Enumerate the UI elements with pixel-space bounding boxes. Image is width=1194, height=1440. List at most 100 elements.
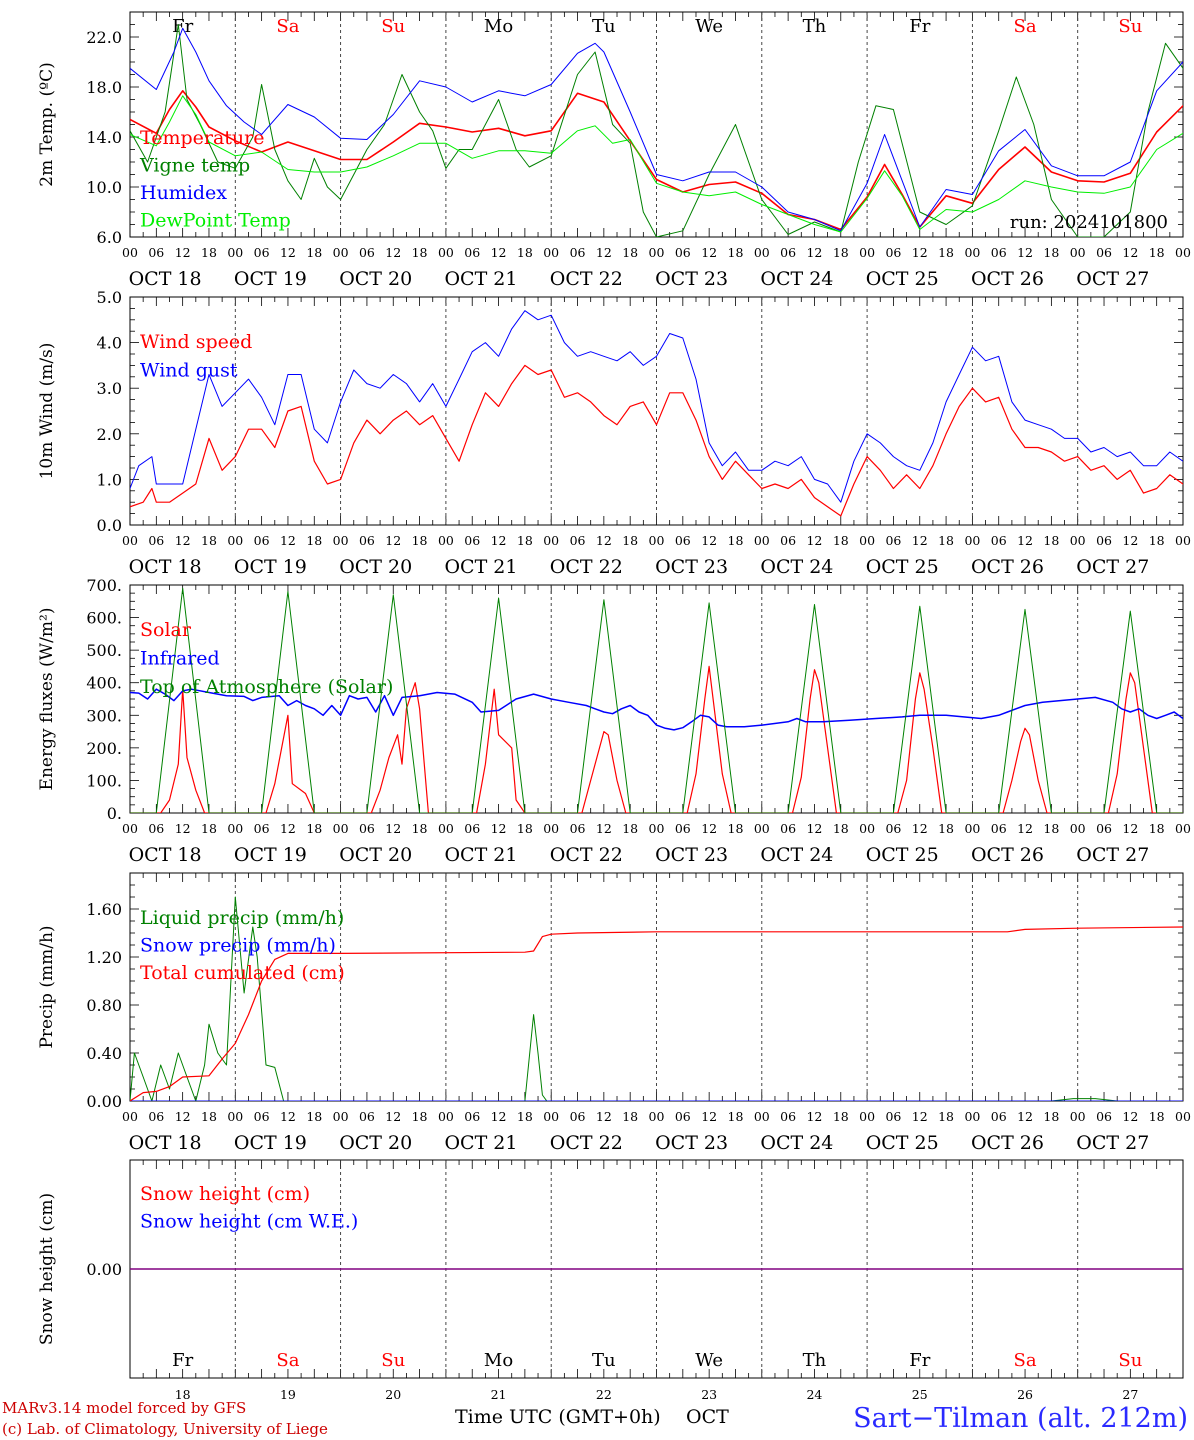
hour-label: 12 [912,533,928,548]
series-temperature [130,90,1183,231]
hour-label: 12 [1017,1109,1033,1124]
legend-entry: Vigne temp [139,155,250,177]
day-name-label: Th [803,16,827,37]
day-name-label: Tu [592,1350,616,1371]
hour-label: 00 [859,821,875,836]
hour-label: 06 [885,245,901,260]
lab-credit: (c) Lab. of Climatology, University of L… [2,1420,328,1438]
hour-label: 18 [1043,245,1059,260]
date-label: OCT 25 [866,844,939,866]
hour-label: 06 [254,1109,270,1124]
date-label: OCT 19 [234,844,307,866]
date-label: OCT 26 [971,844,1044,866]
hour-label: 06 [675,245,691,260]
hour-label: 00 [543,245,559,260]
hour-label: 18 [728,821,744,836]
hour-label: 00 [227,1109,243,1124]
hour-label: 18 [306,245,322,260]
hour-label: 06 [885,533,901,548]
date-label: OCT 23 [655,844,728,866]
hour-label: 18 [1149,533,1165,548]
hour-label: 06 [991,245,1007,260]
hour-label: 18 [728,1109,744,1124]
date-label: OCT 27 [1076,844,1149,866]
hour-label: 00 [649,821,665,836]
hour-label: 06 [675,1109,691,1124]
hour-label: 06 [675,533,691,548]
hour-label: 00 [227,245,243,260]
hour-label: 12 [385,1109,401,1124]
legend-entry: Solar [140,619,192,641]
y-tick-label: 0. [107,804,122,823]
hour-label: 18 [1149,821,1165,836]
hour-label: 00 [964,821,980,836]
hour-label: 00 [1175,1109,1191,1124]
date-label: OCT 20 [339,844,412,866]
hour-label: 18 [201,533,217,548]
legend-entry: DewPoint Temp [140,210,291,232]
day-name-label: Sa [276,16,299,37]
y-tick-label: 0.00 [86,1260,122,1279]
hour-label: 18 [833,1109,849,1124]
hour-label: 06 [780,245,796,260]
hour-label: 18 [833,533,849,548]
series-infrared [130,688,1183,731]
hour-label: 18 [201,821,217,836]
y-axis-label: Precip (mm/h) [37,925,57,1048]
hour-label: 00 [543,1109,559,1124]
legend-entry: Wind speed [140,331,252,353]
hour-label: 18 [833,821,849,836]
y-tick-label: 0.0 [97,516,122,535]
hour-label: 18 [517,533,533,548]
hour-label: 12 [1122,533,1138,548]
hour-label: 06 [464,1109,480,1124]
day-name-label: Su [1118,16,1142,37]
hour-label: 00 [859,1109,875,1124]
hour-label: 00 [438,821,454,836]
panel-temp: 6.0 10.0 14.0 18.0 22.0 2m Temp. (ºC) Fr Sa Su Mo… [37,11,1191,290]
hour-label: 12 [912,245,928,260]
date-label: OCT 24 [760,556,833,578]
month-label: OCT [686,1406,729,1428]
hour-label: 00 [543,533,559,548]
hour-label: 00 [754,245,770,260]
hour-label: 00 [1175,245,1191,260]
x-axis-label: Time UTC (GMT+0h) [455,1406,661,1428]
series-group [130,587,1183,813]
day-name-label: Fr [909,1350,930,1371]
y-tick-label: 300. [86,706,122,725]
hour-label: 06 [148,821,164,836]
y-tick-label: 14.0 [86,128,122,147]
hour-label: 06 [464,821,480,836]
panel-frame [129,11,1184,238]
hour-label: 18 [622,245,638,260]
y-tick-label: 0.80 [86,996,122,1015]
date-label: OCT 27 [1076,556,1149,578]
hour-label: 18 [622,533,638,548]
series-vigne-temp [130,24,1183,237]
series-group [130,310,1183,517]
date-label: OCT 19 [234,556,307,578]
series-wind-speed [130,364,1183,517]
date-label: OCT 26 [971,1132,1044,1154]
day-name-label: Su [381,1350,405,1371]
legend-entry: Liquid precip (mm/h) [140,907,344,929]
hour-label: 00 [438,1109,454,1124]
day-number-label: 20 [385,1387,401,1402]
hour-label: 12 [806,821,822,836]
y-tick-label: 100. [86,771,122,790]
day-number-label: 26 [1017,1387,1033,1402]
panel-flux: 0. 100. 200. 300. 400. 500. 600. 700. Energy flu… [37,576,1191,866]
series-solar [130,665,1183,813]
hour-label: 12 [175,533,191,548]
date-label: OCT 23 [655,268,728,290]
hour-label: 06 [148,533,164,548]
date-label: OCT 26 [971,268,1044,290]
legend-entry: Temperature [140,127,264,149]
hour-label: 06 [780,1109,796,1124]
date-label: OCT 22 [550,268,623,290]
hour-label: 18 [622,821,638,836]
series-wind-gust [130,310,1183,503]
date-label: OCT 21 [444,556,517,578]
hour-label: 18 [622,1109,638,1124]
